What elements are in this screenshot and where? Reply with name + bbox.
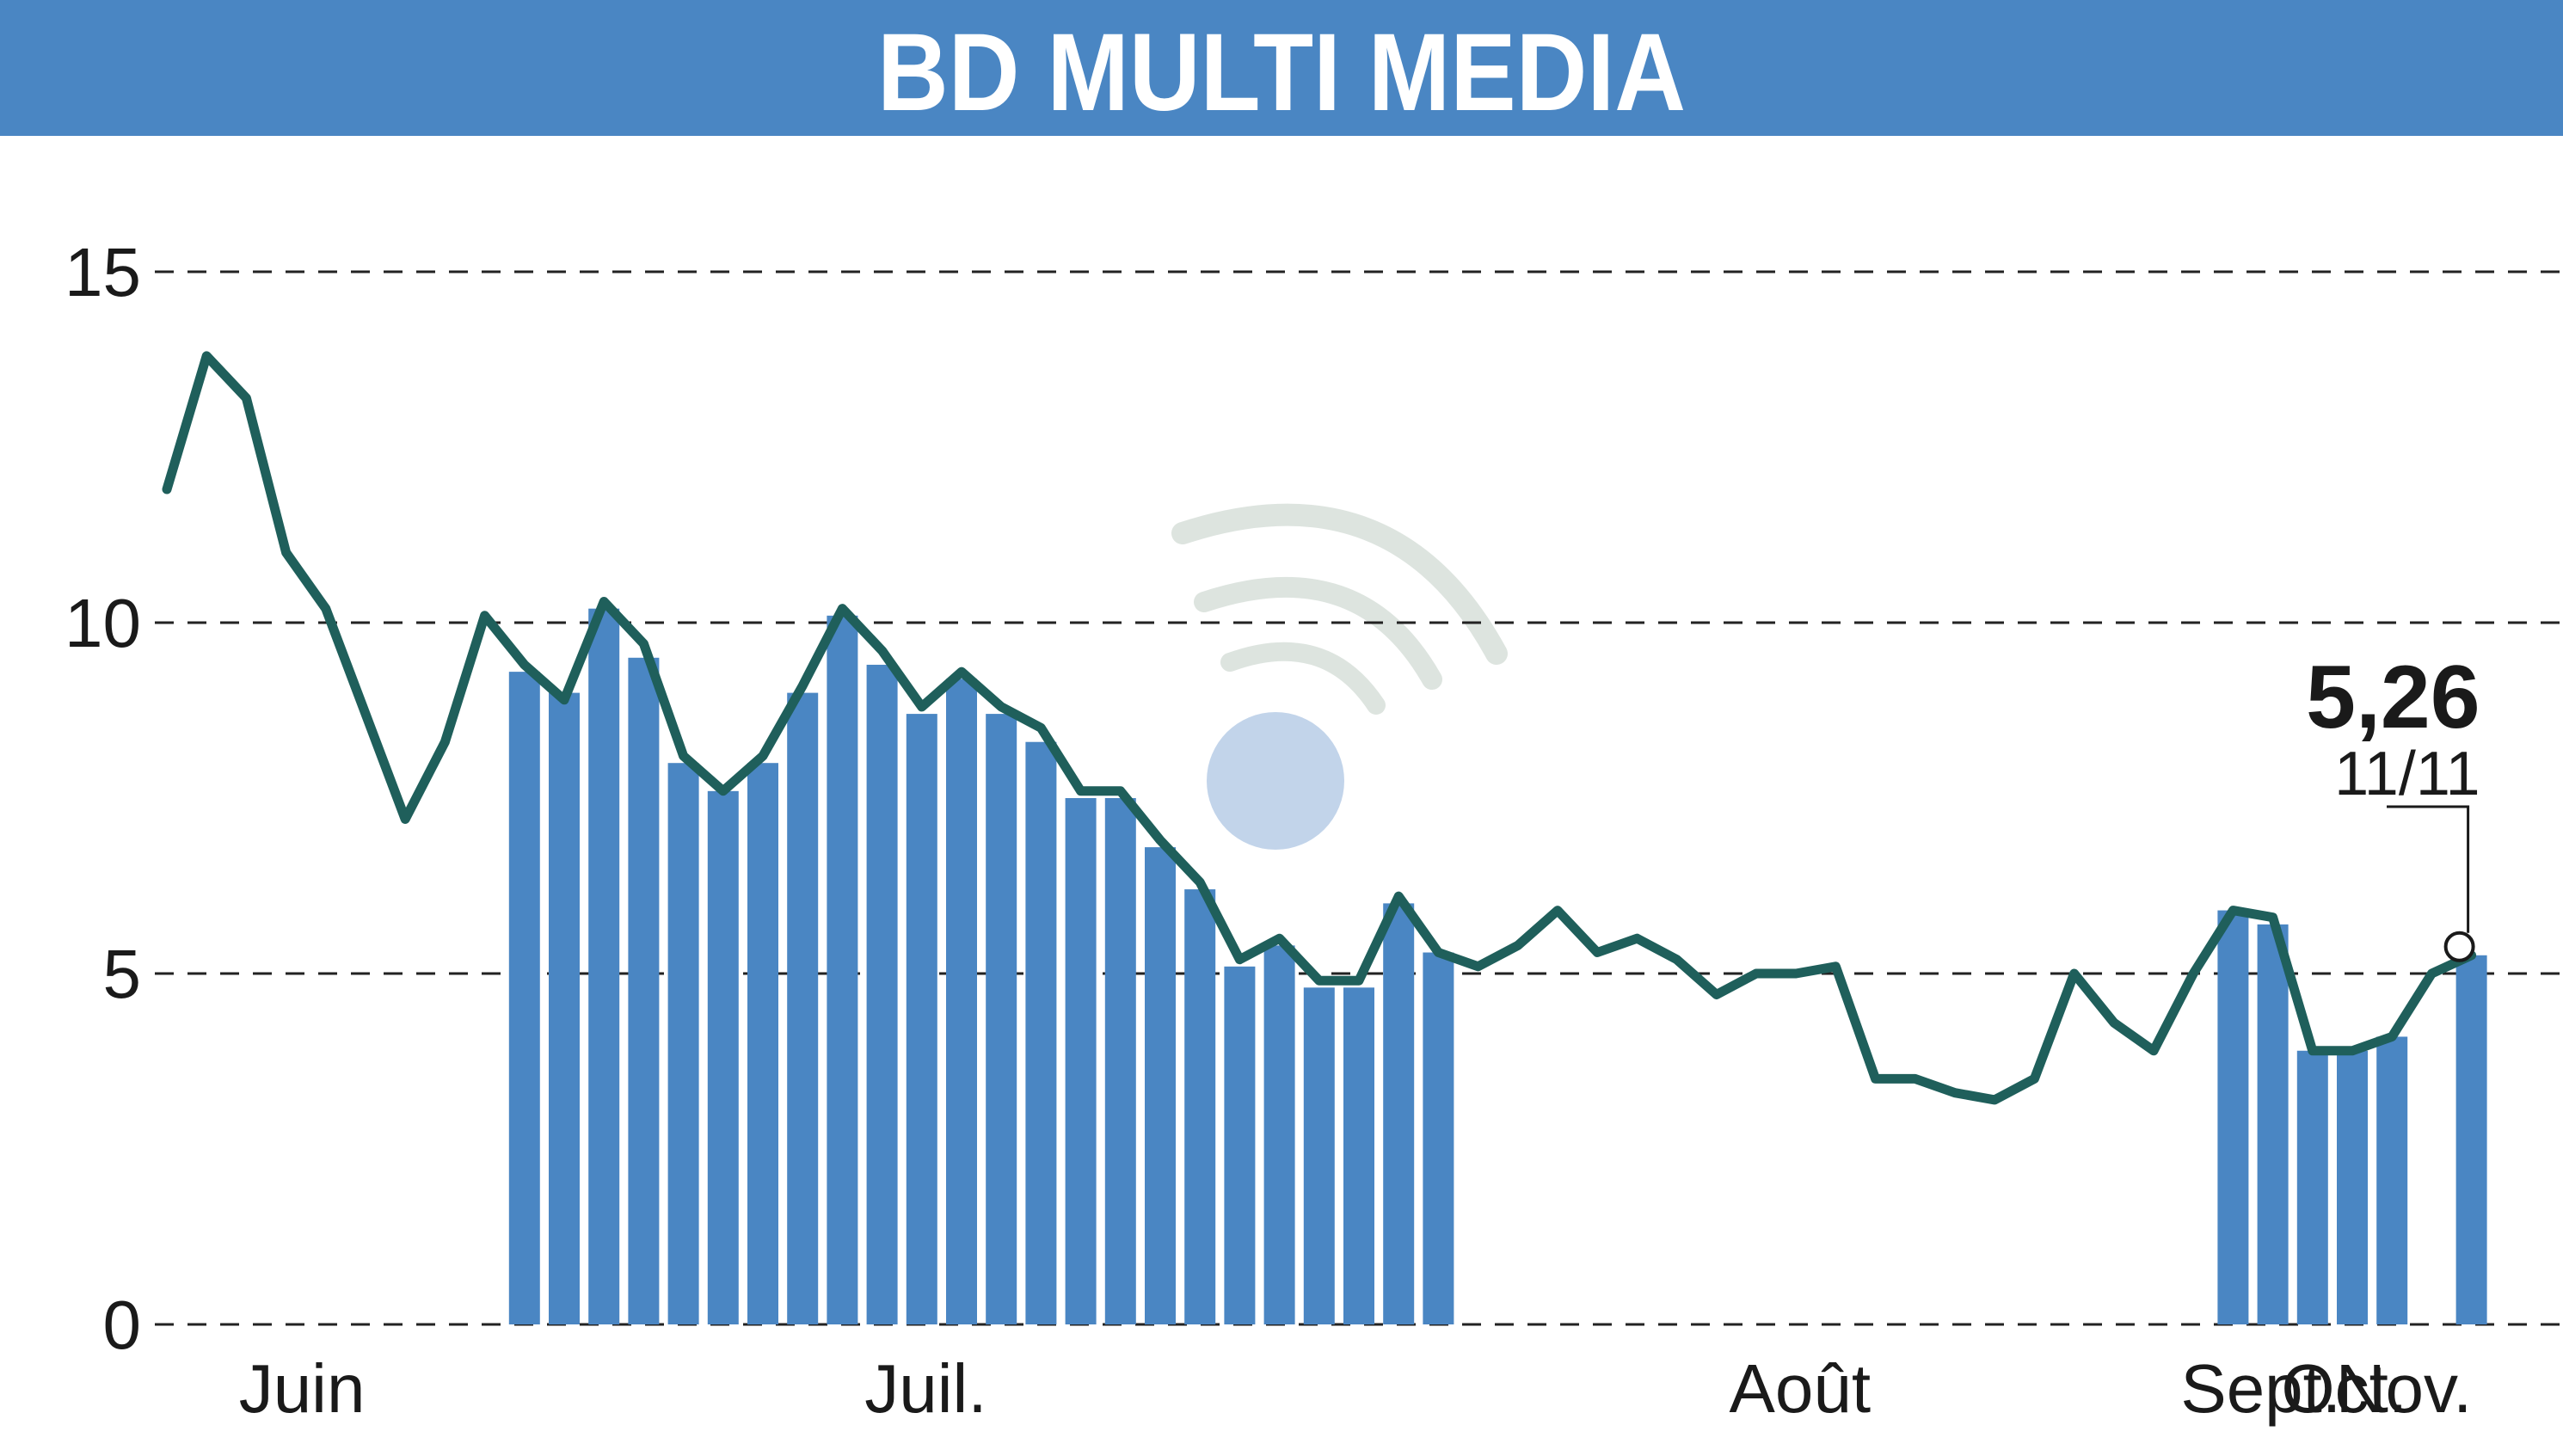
volume-bar xyxy=(1065,798,1097,1324)
x-tick-label: Oct. xyxy=(2281,1350,2407,1427)
y-axis-ticks: 0 5 10 15 xyxy=(65,234,141,1363)
watermark-arc-middle xyxy=(1194,576,1442,690)
last-value-label: 5,26 xyxy=(2306,648,2480,747)
volume-bar xyxy=(2455,955,2487,1324)
volume-bar xyxy=(1423,952,1454,1324)
volume-bar xyxy=(827,615,858,1324)
y-tick-label: 15 xyxy=(65,234,141,310)
broadcast-signal-icon xyxy=(1171,503,1508,850)
volume-bar xyxy=(588,608,620,1324)
y-tick-label: 0 xyxy=(103,1287,142,1363)
x-axis-month-labels: Juin Juil. Août Sept.Oct.Nov. xyxy=(239,1350,2473,1427)
volume-bar xyxy=(2337,1050,2368,1324)
y-tick-label: 5 xyxy=(103,936,142,1012)
volume-bar xyxy=(866,664,898,1324)
volume-bar xyxy=(1263,945,1295,1324)
volume-bar xyxy=(2376,1036,2408,1324)
volume-bar xyxy=(1104,798,1136,1324)
volume-bar xyxy=(1025,741,1057,1324)
x-tick-label: Nov. xyxy=(2336,1350,2473,1427)
callout-leader-line xyxy=(2387,805,2470,933)
chart-title: BD MULTI MEDIA xyxy=(877,11,1686,134)
volume-bar xyxy=(946,679,977,1324)
volume-bar xyxy=(549,692,580,1324)
volume-bar xyxy=(1343,987,1374,1324)
y-tick-label: 10 xyxy=(65,585,141,661)
volume-bar xyxy=(628,657,660,1324)
volume-bars xyxy=(508,608,2487,1324)
watermark-arc-outer xyxy=(1171,503,1508,665)
x-tick-label: Août xyxy=(1730,1350,1872,1427)
volume-bar xyxy=(787,692,819,1324)
volume-bar xyxy=(1224,966,1256,1324)
volume-bar xyxy=(986,714,1017,1324)
watermark-dot xyxy=(1207,712,1344,850)
volume-bar xyxy=(667,763,699,1324)
last-point-marker xyxy=(2443,931,2475,962)
volume-bar xyxy=(1383,903,1415,1324)
price-line-group xyxy=(162,351,2477,1105)
volume-bar xyxy=(2257,924,2289,1324)
last-value-callout: 5,26 11/11 xyxy=(2306,648,2480,962)
x-tick-label: Sept. xyxy=(2180,1350,2341,1427)
volume-bar xyxy=(1145,847,1176,1324)
volume-bar xyxy=(747,763,778,1324)
volume-bar xyxy=(1303,987,1335,1324)
volume-bar xyxy=(906,714,937,1324)
volume-bar xyxy=(707,790,739,1324)
x-tick-label: Juin xyxy=(239,1350,366,1427)
volume-bar xyxy=(2296,1050,2328,1324)
price-line xyxy=(162,351,2477,1105)
watermark-arc-inner xyxy=(1220,642,1386,715)
volume-bar xyxy=(508,672,540,1324)
title-bar xyxy=(0,0,2563,136)
volume-bar xyxy=(1184,889,1216,1324)
volume-bar xyxy=(2217,910,2249,1324)
last-date-label: 11/11 xyxy=(2334,740,2480,808)
x-tick-label: Juil. xyxy=(864,1350,986,1427)
